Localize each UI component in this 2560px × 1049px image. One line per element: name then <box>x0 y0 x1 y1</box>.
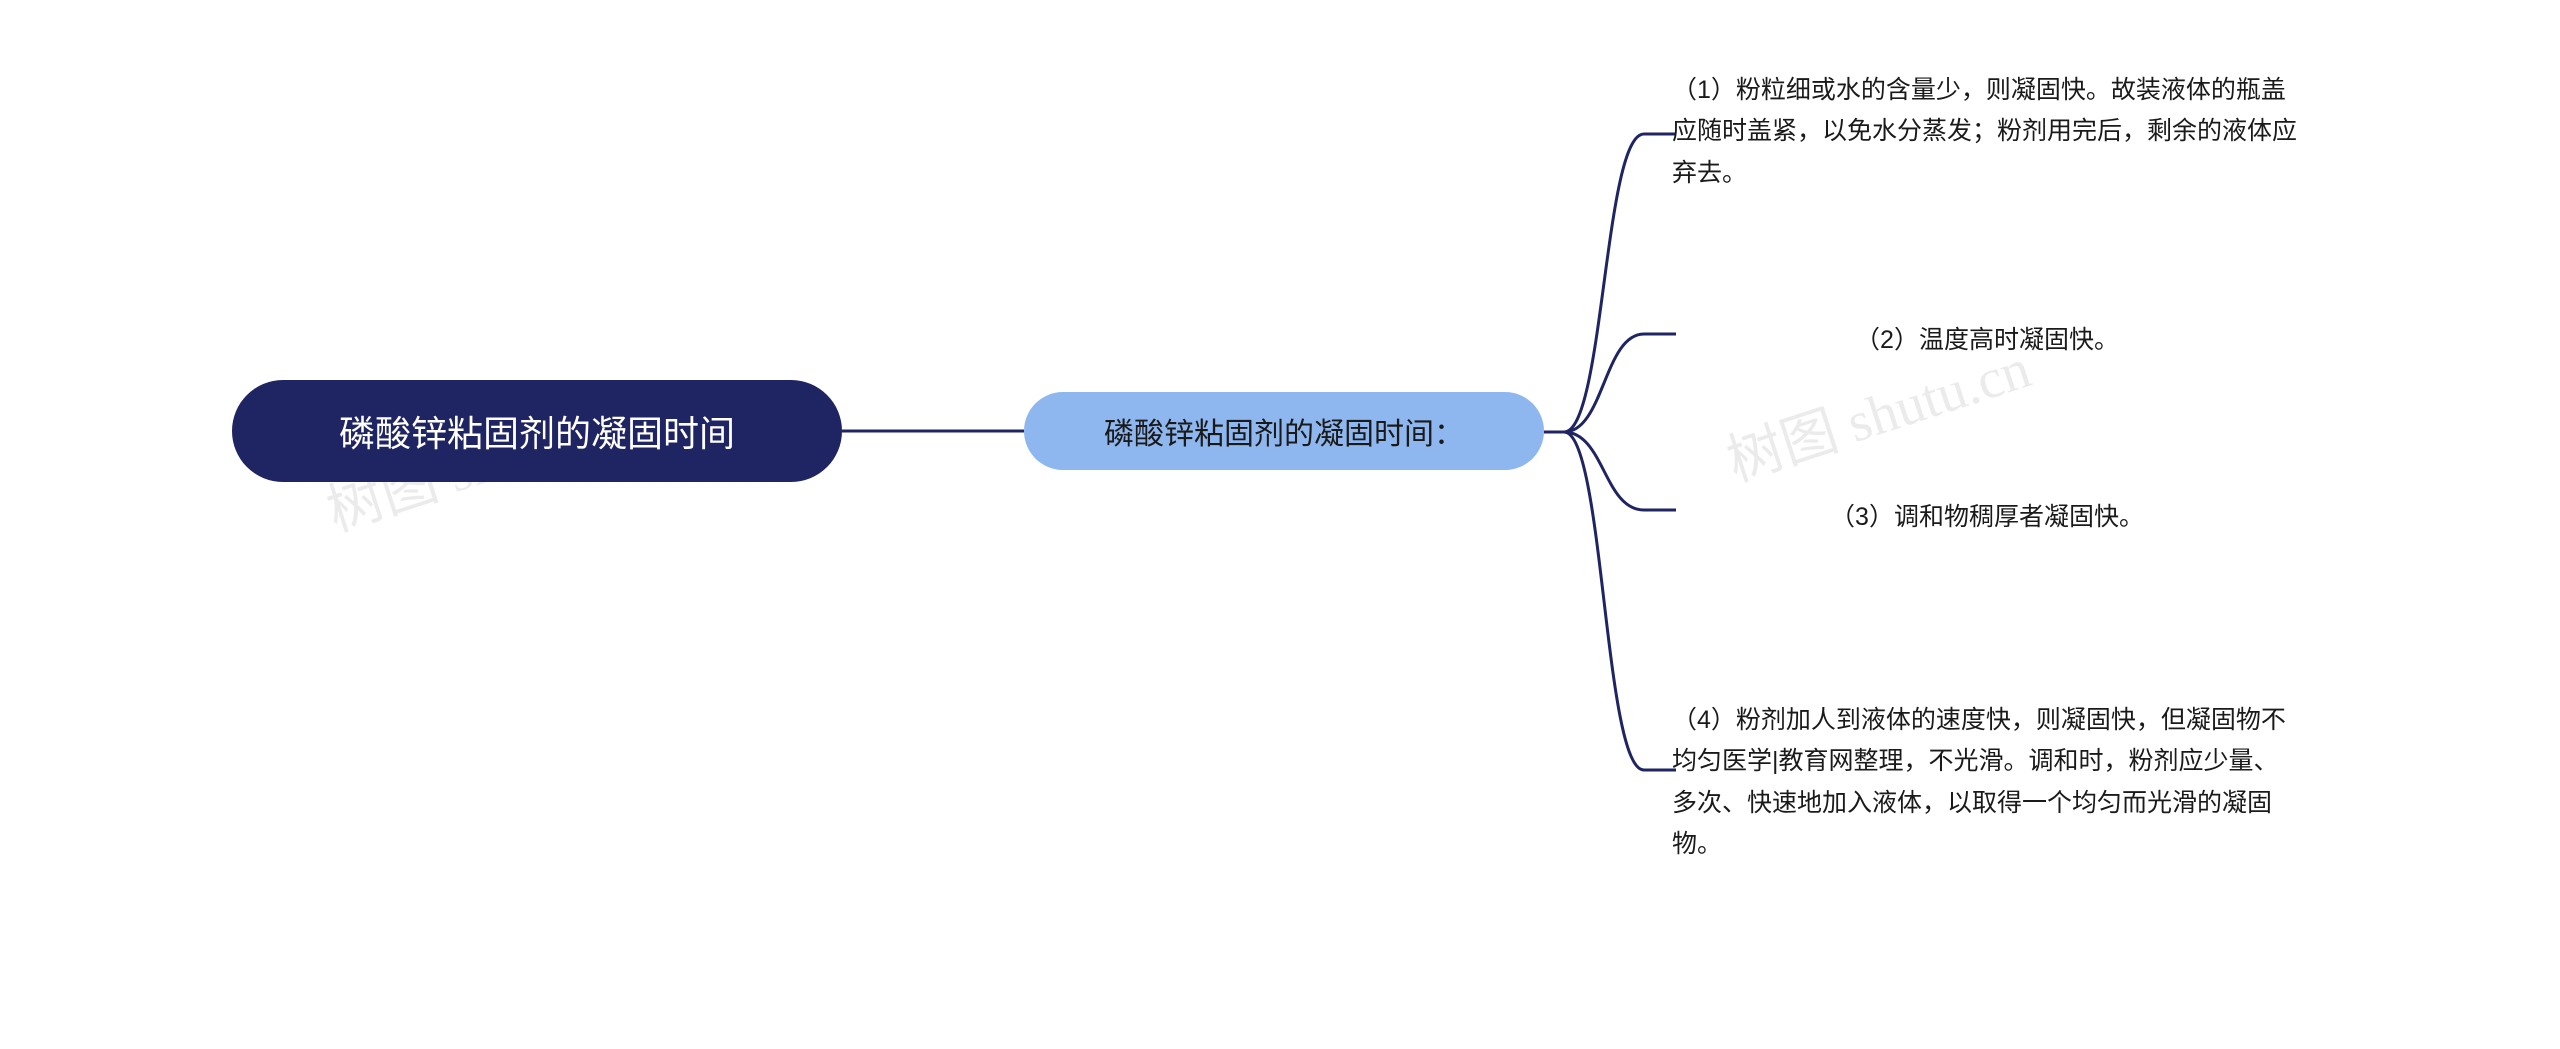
leaf-node-text: （4）粉剂加人到液体的速度快，则凝固快，但凝固物不均匀医学|教育网整理，不光滑。… <box>1672 700 2302 865</box>
leaf-node-text: （3）调和物稠厚者凝固快。 <box>1830 497 2144 538</box>
leaf-node: （1）粉粒细或水的含量少，则凝固快。故装液体的瓶盖应随时盖紧，以免水分蒸发；粉剂… <box>1672 70 2302 194</box>
mindmap-canvas: 树图 shutu.cn 树图 shutu.cn 磷酸锌粘固剂的凝固时间 磷酸锌粘… <box>0 0 2560 1049</box>
leaf-node-text: （1）粉粒细或水的含量少，则凝固快。故装液体的瓶盖应随时盖紧，以免水分蒸发；粉剂… <box>1672 70 2302 194</box>
leaf-node-text: （2）温度高时凝固快。 <box>1855 320 2119 361</box>
root-node: 磷酸锌粘固剂的凝固时间 <box>232 380 842 482</box>
leaf-node: （4）粉剂加人到液体的速度快，则凝固快，但凝固物不均匀医学|教育网整理，不光滑。… <box>1672 700 2302 865</box>
root-node-label: 磷酸锌粘固剂的凝固时间 <box>339 405 735 457</box>
mid-node-label: 磷酸锌粘固剂的凝固时间： <box>1104 409 1464 453</box>
mid-node: 磷酸锌粘固剂的凝固时间： <box>1024 392 1544 470</box>
leaf-node: （2）温度高时凝固快。 <box>1672 320 2302 361</box>
leaf-node: （3）调和物稠厚者凝固快。 <box>1672 497 2302 538</box>
bracket-mid-leaves <box>1544 70 1676 850</box>
connector-root-mid <box>842 424 1024 438</box>
